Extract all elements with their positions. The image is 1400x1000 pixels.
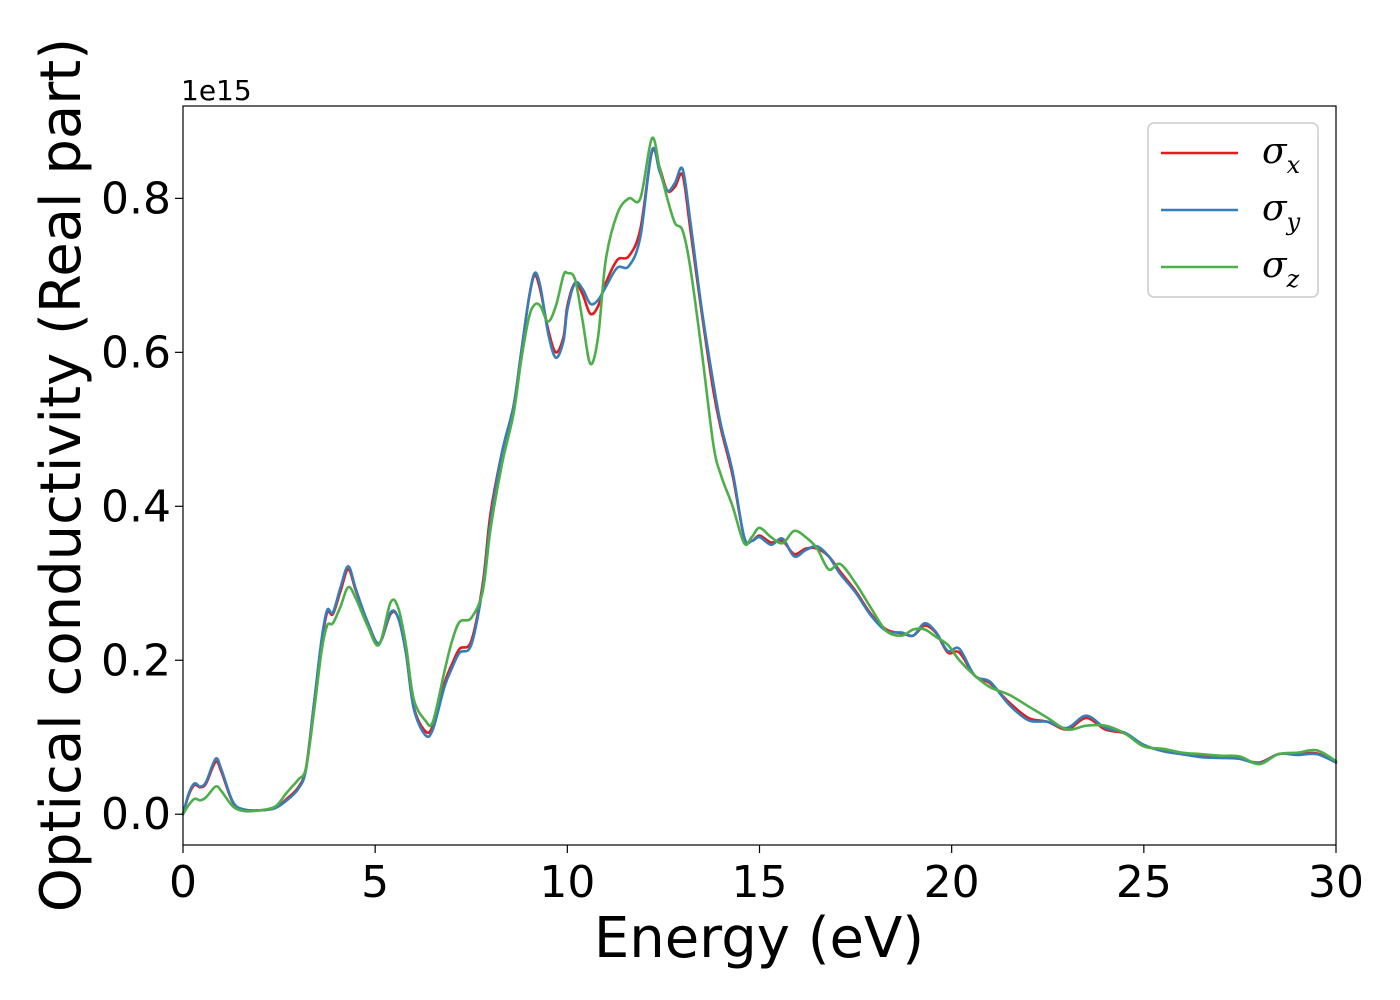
y-tick-label: 0.4 xyxy=(101,481,171,532)
series-line-y xyxy=(181,146,1338,816)
series-line-z xyxy=(181,136,1338,816)
x-tick-label: 30 xyxy=(1308,857,1364,908)
series-layer xyxy=(181,136,1338,816)
y-tick-label: 0.0 xyxy=(101,789,171,840)
y-axis-label: Optical conductivity (Real part) xyxy=(29,38,94,912)
legend-symbol: σ xyxy=(1262,245,1288,286)
y-tick-label: 0.6 xyxy=(101,327,171,378)
legend-symbol: σ xyxy=(1262,188,1288,229)
legend-subscript: z xyxy=(1286,265,1300,293)
x-tick-label: 20 xyxy=(924,857,980,908)
legend-subscript: x xyxy=(1287,151,1301,179)
legend-label-z: σz xyxy=(1262,245,1300,293)
x-tick-label: 25 xyxy=(1116,857,1172,908)
legend-subscript: y xyxy=(1286,208,1301,236)
x-axis: 0 5 10 15 20 25 30 xyxy=(169,845,1364,908)
legend-label-y: σy xyxy=(1262,188,1301,236)
y-tick-label: 0.2 xyxy=(101,635,171,686)
x-tick-label: 5 xyxy=(361,857,389,908)
x-tick-label: 0 xyxy=(169,857,197,908)
y-offset-label: 1e15 xyxy=(181,74,252,107)
legend-label-x: σx xyxy=(1262,131,1301,179)
x-axis-label: Energy (eV) xyxy=(594,906,924,971)
legend-symbol: σ xyxy=(1262,131,1288,172)
y-axis: 0.0 0.2 0.4 0.6 0.8 xyxy=(101,173,183,840)
x-tick-label: 10 xyxy=(539,857,595,908)
y-tick-label: 0.8 xyxy=(101,173,171,224)
x-tick-label: 15 xyxy=(732,857,788,908)
